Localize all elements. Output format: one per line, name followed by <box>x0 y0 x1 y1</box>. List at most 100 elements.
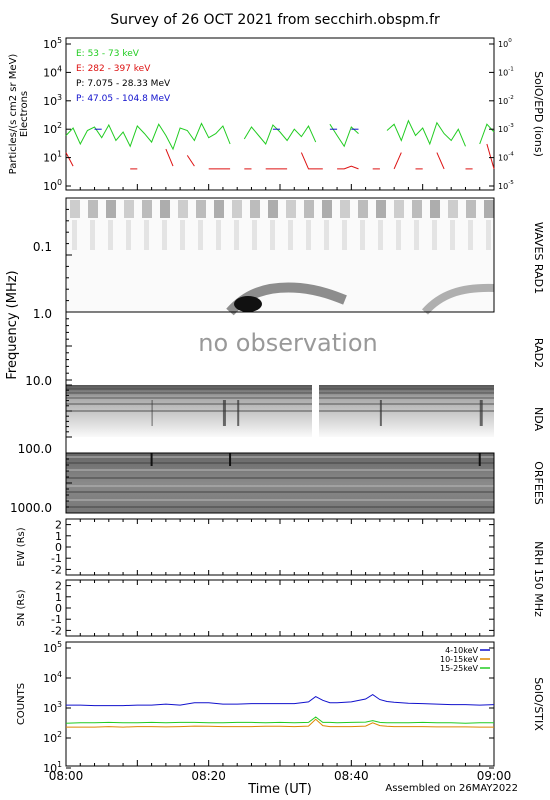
stix-series-1 <box>66 718 494 728</box>
epd-ytick-label: 102 <box>43 121 62 136</box>
ew-ytick-label: -1 <box>51 552 62 565</box>
rad1-stripe <box>358 200 368 218</box>
nda-panel: NDA <box>66 385 545 437</box>
rad1-streak <box>180 220 185 250</box>
stix-legend-1: 10-15keV <box>440 655 479 664</box>
sn-ytick-label: -2 <box>51 624 62 637</box>
rad1-stripe <box>142 200 152 218</box>
no-observation-text: no observation <box>198 329 377 357</box>
orfees-right-label: ORFEES <box>532 461 545 505</box>
rad1-streak <box>144 220 149 250</box>
rad1-stripe <box>304 200 314 218</box>
epd-frame <box>65 37 495 191</box>
epd-panel: 100 101 102 103 104 105 10-5 10-4 10-3 10-2 10-1 10… <box>8 36 545 193</box>
frequency-axis: Frequency (MHz) 0.1 1.0 10.0 100.0 1000.… <box>5 197 72 515</box>
sn-ytick-label: -1 <box>51 613 62 626</box>
freq-tick-1.0: 1.0 <box>33 307 52 321</box>
rad1-stripe <box>214 200 224 218</box>
rad1-stripe <box>124 200 134 218</box>
rad1-streak <box>288 220 293 250</box>
rad1-streak <box>360 220 365 250</box>
rad2-right-label: RAD2 <box>532 338 545 368</box>
stix-ytick-label: 105 <box>43 640 62 655</box>
rad1-stripe <box>232 200 242 218</box>
epd-series-1 <box>486 143 495 170</box>
sn-ytick-label: 2 <box>55 580 62 593</box>
rad1-streak <box>108 220 113 250</box>
epd-ylabel-2: Electrons <box>19 91 30 137</box>
epd-series-0 <box>386 119 466 147</box>
epd-series-0 <box>65 122 231 151</box>
rad1-burst-2 <box>422 283 495 315</box>
epd-series-0 <box>479 123 495 145</box>
ew-ylabel: EW (Rs) <box>16 527 27 566</box>
nda-right-label: NDA <box>532 407 545 432</box>
epd-ytick-label: 100 <box>43 178 62 193</box>
epd-ytick-label: 104 <box>43 64 62 79</box>
time-tick-label: 08:00 <box>49 769 84 783</box>
epd-series-1 <box>65 152 74 167</box>
rad1-streak <box>198 220 203 250</box>
rad1-streak <box>432 220 437 250</box>
rad1-streak <box>414 220 419 250</box>
rad1-streak <box>306 220 311 250</box>
stix-ytick-label: 101 <box>43 760 62 775</box>
nda-burst <box>237 400 240 426</box>
epd-legend-3: P: 47.05 - 104.8 MeV <box>76 94 171 104</box>
freq-tick-100.0: 100.0 <box>18 442 52 456</box>
stix-series-2 <box>65 716 494 724</box>
rad1-panel: WAVES RAD1 <box>65 197 545 316</box>
figure-title: Survey of 26 OCT 2021 from secchirh.obsp… <box>110 12 440 28</box>
rad1-stripe <box>196 200 206 218</box>
rad1-stripe <box>286 200 296 218</box>
frequency-ylabel: Frequency (MHz) <box>5 270 20 379</box>
stix-legend-0: 4-10keV <box>445 646 478 655</box>
rad1-stripe <box>160 200 170 218</box>
nrh-sn-frame <box>65 579 495 637</box>
stix-legend-2: 15-25keV <box>440 664 479 673</box>
time-tick-label: 09:00 <box>477 769 512 783</box>
epd-legend-2: P: 7.075 - 28.33 MeV <box>76 79 171 89</box>
epd-series-1 <box>186 155 195 167</box>
rad1-stripe <box>448 200 458 218</box>
epd-right-ytick-label: 10-3 <box>498 123 514 134</box>
epd-ytick-label: 103 <box>43 93 62 108</box>
rad1-streak <box>72 220 77 250</box>
ew-ytick-label: -2 <box>51 563 62 576</box>
rad1-stripe <box>430 200 440 218</box>
epd-series-1 <box>165 148 174 167</box>
rad1-stripe <box>88 200 98 218</box>
stix-panel: 101 102 103 104 105 4-10keV 10-15keV 15-25ke… <box>16 640 545 775</box>
stix-series-0 <box>66 694 495 707</box>
epd-series-0 <box>329 123 359 148</box>
epd-series-1 <box>393 152 402 170</box>
ew-ytick-label: 2 <box>55 519 62 532</box>
rad1-stripe <box>340 200 350 218</box>
sn-ytick-label: 0 <box>55 602 62 615</box>
rad1-stripe <box>250 200 260 218</box>
assembled-footer: Assembled on 26MAY2022 <box>385 783 518 794</box>
freq-tick-0.1: 0.1 <box>33 240 52 254</box>
rad1-streak <box>396 220 401 250</box>
rad1-stripe <box>70 200 80 218</box>
stix-right-label: SolO/STIX <box>532 677 545 731</box>
epd-series-1 <box>436 152 445 170</box>
rad1-streak <box>234 220 239 250</box>
nrh-ew-frame <box>65 518 495 576</box>
stix-ytick-label: 104 <box>43 670 62 685</box>
rad1-stripe <box>268 200 278 218</box>
epd-right-ytick-label: 10-1 <box>498 66 514 77</box>
stix-ylabel: COUNTS <box>16 683 27 725</box>
orfees-panel: ORFEES <box>65 452 545 514</box>
epd-ytick-label: 101 <box>43 150 62 165</box>
rad1-streak <box>450 220 455 250</box>
epd-right-ytick-label: 100 <box>498 38 512 49</box>
rad1-streak <box>270 220 275 250</box>
rad1-streak <box>468 220 473 250</box>
epd-legend-0: E: 53 - 73 keV <box>76 49 140 59</box>
stix-ytick-label: 103 <box>43 700 62 715</box>
rad1-streak <box>126 220 131 250</box>
epd-right-label: SolO/EPD (ions) <box>532 71 545 157</box>
ew-ytick-label: 0 <box>55 541 62 554</box>
